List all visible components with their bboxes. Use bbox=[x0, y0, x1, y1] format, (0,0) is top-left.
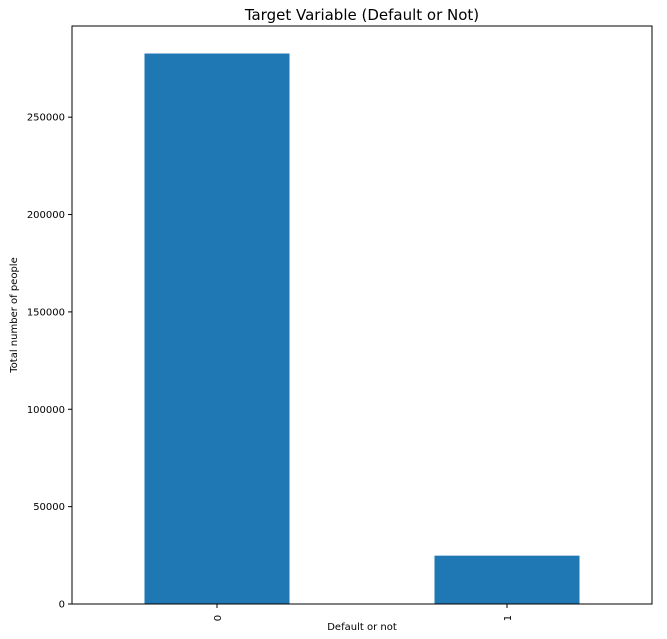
y-tick-label: 0 bbox=[59, 600, 65, 611]
plot-frame bbox=[71, 25, 653, 605]
y-axis-label: Total number of people bbox=[9, 257, 20, 373]
y-tick-label: 50000 bbox=[33, 502, 65, 513]
y-tick-label: 250000 bbox=[27, 113, 65, 124]
y-axis-ticks: 0 50000 100000 150000 200000 250000 bbox=[27, 113, 72, 611]
y-tick-label: 100000 bbox=[27, 405, 65, 416]
bars-group bbox=[144, 53, 580, 604]
bar-0 bbox=[144, 53, 290, 604]
y-tick-label: 150000 bbox=[27, 307, 65, 318]
x-axis-label: Default or not bbox=[327, 622, 397, 633]
x-tick-label: 1 bbox=[503, 615, 514, 621]
y-tick-label: 200000 bbox=[27, 210, 65, 221]
x-tick-label: 0 bbox=[213, 615, 224, 621]
chart-title: Target Variable (Default or Not) bbox=[244, 6, 479, 24]
bar-1 bbox=[434, 555, 580, 604]
